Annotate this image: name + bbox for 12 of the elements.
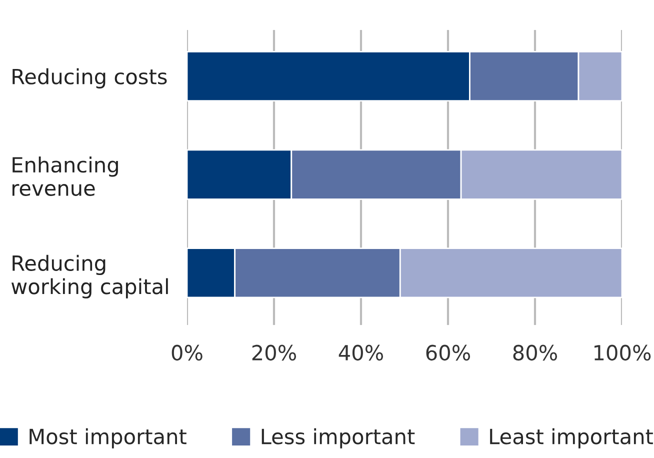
y-tick-label: Enhancing revenue (12, 156, 118, 196)
x-tick-label: 60% (426, 344, 470, 361)
y-tick-label: Reducing costs (12, 68, 167, 88)
x-tick-label: 100% (594, 344, 651, 361)
x-tick-label: 20% (252, 344, 296, 361)
x-tick-label: 80% (513, 344, 558, 361)
y-tick-label: Reducing working capital (11, 254, 168, 298)
legend-label: Less important (262, 428, 415, 448)
x-tick-label: 0% (172, 344, 202, 361)
x-tick-label: 40% (338, 344, 384, 361)
legend-label: Least important (490, 428, 653, 448)
legend-label: Most important (30, 428, 186, 448)
